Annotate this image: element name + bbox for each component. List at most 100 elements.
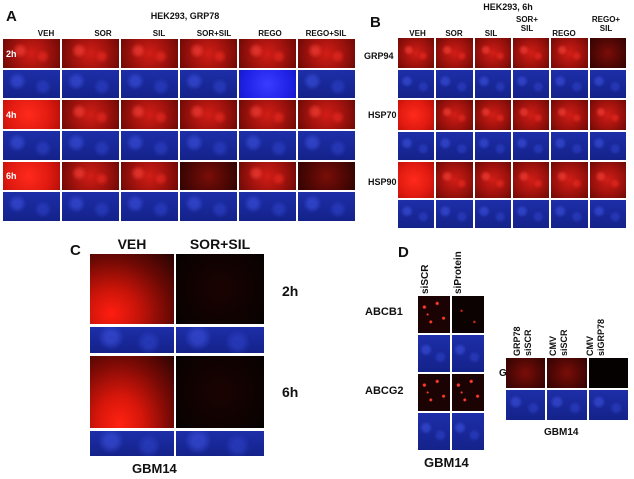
panel-b-hsp90-regosil-blue	[589, 200, 626, 228]
panel-b-grp94-rego-blue	[551, 70, 588, 98]
panel-d-abcg2-siprotein-blue	[452, 413, 484, 450]
panel-d-row-abcg2: ABCG2	[365, 385, 404, 397]
panel-a-4h-sor-blue	[62, 130, 119, 160]
panel-a-4h-rego-red	[239, 100, 296, 129]
panel-c-image-2h-sorsil-blue	[176, 327, 264, 353]
panel-c-image-6h-veh	[90, 356, 174, 428]
panel-b-hsp90-sorsil-blue	[512, 200, 550, 228]
panel-d-letter: D	[398, 244, 409, 261]
panel-b-col-sor: SOR	[445, 29, 463, 38]
panel-a-6h-sorsil-blue	[180, 192, 237, 221]
panel-a-image-grid	[3, 39, 355, 221]
panel-a-4h-sorsil-blue	[180, 130, 237, 160]
panel-d-image-grid	[418, 296, 484, 450]
panel-b-hsp70-sor-red	[436, 100, 473, 130]
panel-b-hsp90-sorsil-red	[512, 162, 550, 198]
panel-b-grp94-veh-blue	[398, 70, 435, 98]
panel-d-inset-grp78-siscr-red	[506, 358, 546, 388]
panel-c-image-2h-veh	[90, 254, 174, 324]
panel-b-hsp70-regosil-blue	[589, 132, 626, 160]
panel-a-6h-veh-blue	[3, 192, 60, 221]
panel-a-2h-sil-blue	[121, 69, 178, 99]
panel-d-inset-grp78-siscr-blue	[506, 390, 546, 420]
panel-b-hsp90-regosil-red	[589, 162, 626, 198]
panel-d-inset-cmv-siscr-red	[547, 358, 587, 388]
panel-d-inset-col-1-line-1: GRP78	[512, 326, 522, 356]
panel-a-2h-rego-blue	[239, 69, 296, 99]
panel-c-2h-veh-dapi	[90, 327, 174, 353]
panel-b-row-hsp90: HSP90	[368, 177, 397, 187]
panel-a-6h-sil-blue	[121, 192, 178, 221]
panel-a-6h-sor-blue	[62, 192, 119, 221]
panel-a-6h-veh-red	[3, 161, 60, 191]
panel-a-2h-sil-red	[121, 39, 178, 68]
panel-d-abcb1-siprotein-blue	[452, 335, 484, 372]
panel-a-6h-sor-red	[62, 161, 119, 191]
panel-c-col-sor-sil: SOR+SIL	[189, 236, 251, 252]
panel-a-2h-regosil-red	[298, 39, 355, 68]
panel-b-hsp90-rego-blue	[551, 200, 588, 228]
panel-d-abcb1-siscr-red	[418, 296, 450, 333]
panel-b-hsp70-sorsil-blue	[512, 132, 550, 160]
panel-b-grp94-sorsil-blue	[512, 70, 550, 98]
panel-c-6h-veh-dapi	[90, 431, 174, 456]
panel-d-abcb1-siscr-blue	[418, 335, 450, 372]
panel-a-row-6h: 6h	[6, 171, 17, 181]
panel-b-hsp70-sil-blue	[474, 132, 511, 160]
panel-b-hsp90-sil-blue	[474, 200, 511, 228]
panel-d-inset-col-3-line-2: siGRP78	[596, 318, 606, 356]
panel-c-image-6h-sorsil	[176, 356, 264, 428]
panel-a-6h-regosil-red	[298, 161, 355, 191]
panel-a-row-4h: 4h	[6, 110, 17, 120]
panel-c-6h-sorsil-red	[176, 356, 264, 428]
panel-a-6h-regosil-blue	[298, 192, 355, 221]
panel-b-hsp70-sorsil-red	[512, 100, 550, 130]
panel-a-2h-sor-blue	[62, 69, 119, 99]
panel-b-grp94-sil-red	[474, 38, 511, 68]
panel-b-hsp90-rego-red	[551, 162, 588, 198]
panel-b-hsp70-sor-blue	[436, 132, 473, 160]
panel-b-hsp90-sil-red	[474, 162, 511, 198]
panel-d-inset-cmv-siscr-blue	[547, 390, 587, 420]
panel-b-hsp70-veh-blue	[398, 132, 435, 160]
panel-c-2h-sorsil-dapi	[176, 327, 264, 353]
panel-d-inset-footer: GBM14	[544, 427, 579, 438]
panel-b-grp94-regosil-blue	[589, 70, 626, 98]
panel-b-image-grid	[398, 38, 626, 228]
panel-b-hsp70-sil-red	[474, 100, 511, 130]
panel-b-col-sil: SIL	[484, 29, 498, 38]
panel-c-image-6h-veh-blue	[90, 431, 174, 456]
panel-b-col-veh: VEH	[409, 29, 426, 38]
panel-b-grp94-sil-blue	[474, 70, 511, 98]
panel-d-inset-col-1-line-2: siSCR	[523, 329, 533, 356]
panel-a-4h-sor-red	[62, 100, 119, 129]
panel-d-inset-col-3-line-1: CMV	[585, 336, 595, 356]
panel-a-2h-veh-blue	[3, 69, 60, 99]
panel-a-col-veh: VEH	[37, 29, 55, 38]
panel-a-title: HEK293, GRP78	[150, 11, 220, 21]
panel-a-4h-rego-blue	[239, 130, 296, 160]
panel-c-image-6h-sorsil-blue	[176, 431, 264, 456]
panel-b-title: HEK293, 6h	[483, 2, 533, 12]
panel-b-hsp70-regosil-red	[589, 100, 626, 130]
panel-b-col-rego: REGO	[552, 29, 576, 38]
panel-c-image-2h-sorsil	[176, 254, 264, 324]
panel-c-6h-veh-red	[90, 356, 174, 428]
panel-b-row-hsp70: HSP70	[368, 110, 397, 120]
panel-d-abcg2-siscr-red	[418, 374, 450, 411]
panel-b-hsp70-rego-red	[551, 100, 588, 130]
panel-b-grp94-sorsil-red	[512, 38, 550, 68]
panel-a-2h-sorsil-blue	[180, 69, 237, 99]
panel-c-footer: GBM14	[132, 461, 177, 476]
panel-c-letter: C	[70, 242, 81, 259]
panel-c-image-2h-veh-blue	[90, 327, 174, 353]
panel-a-6h-rego-red	[239, 161, 296, 191]
panel-b-grp94-regosil-red	[589, 38, 626, 68]
panel-a-col-rego-sil: REGO+SIL	[305, 29, 347, 38]
panel-d-abcg2-siprotein-red	[452, 374, 484, 411]
panel-b-grp94-veh-red	[398, 38, 435, 68]
panel-d-col-siprotein: siProtein	[453, 251, 464, 294]
panel-d-abcb1-siprotein-red	[452, 296, 484, 333]
panel-d-inset-cmv-sigrp78-blue	[588, 390, 628, 420]
panel-a-6h-rego-blue	[239, 192, 296, 221]
